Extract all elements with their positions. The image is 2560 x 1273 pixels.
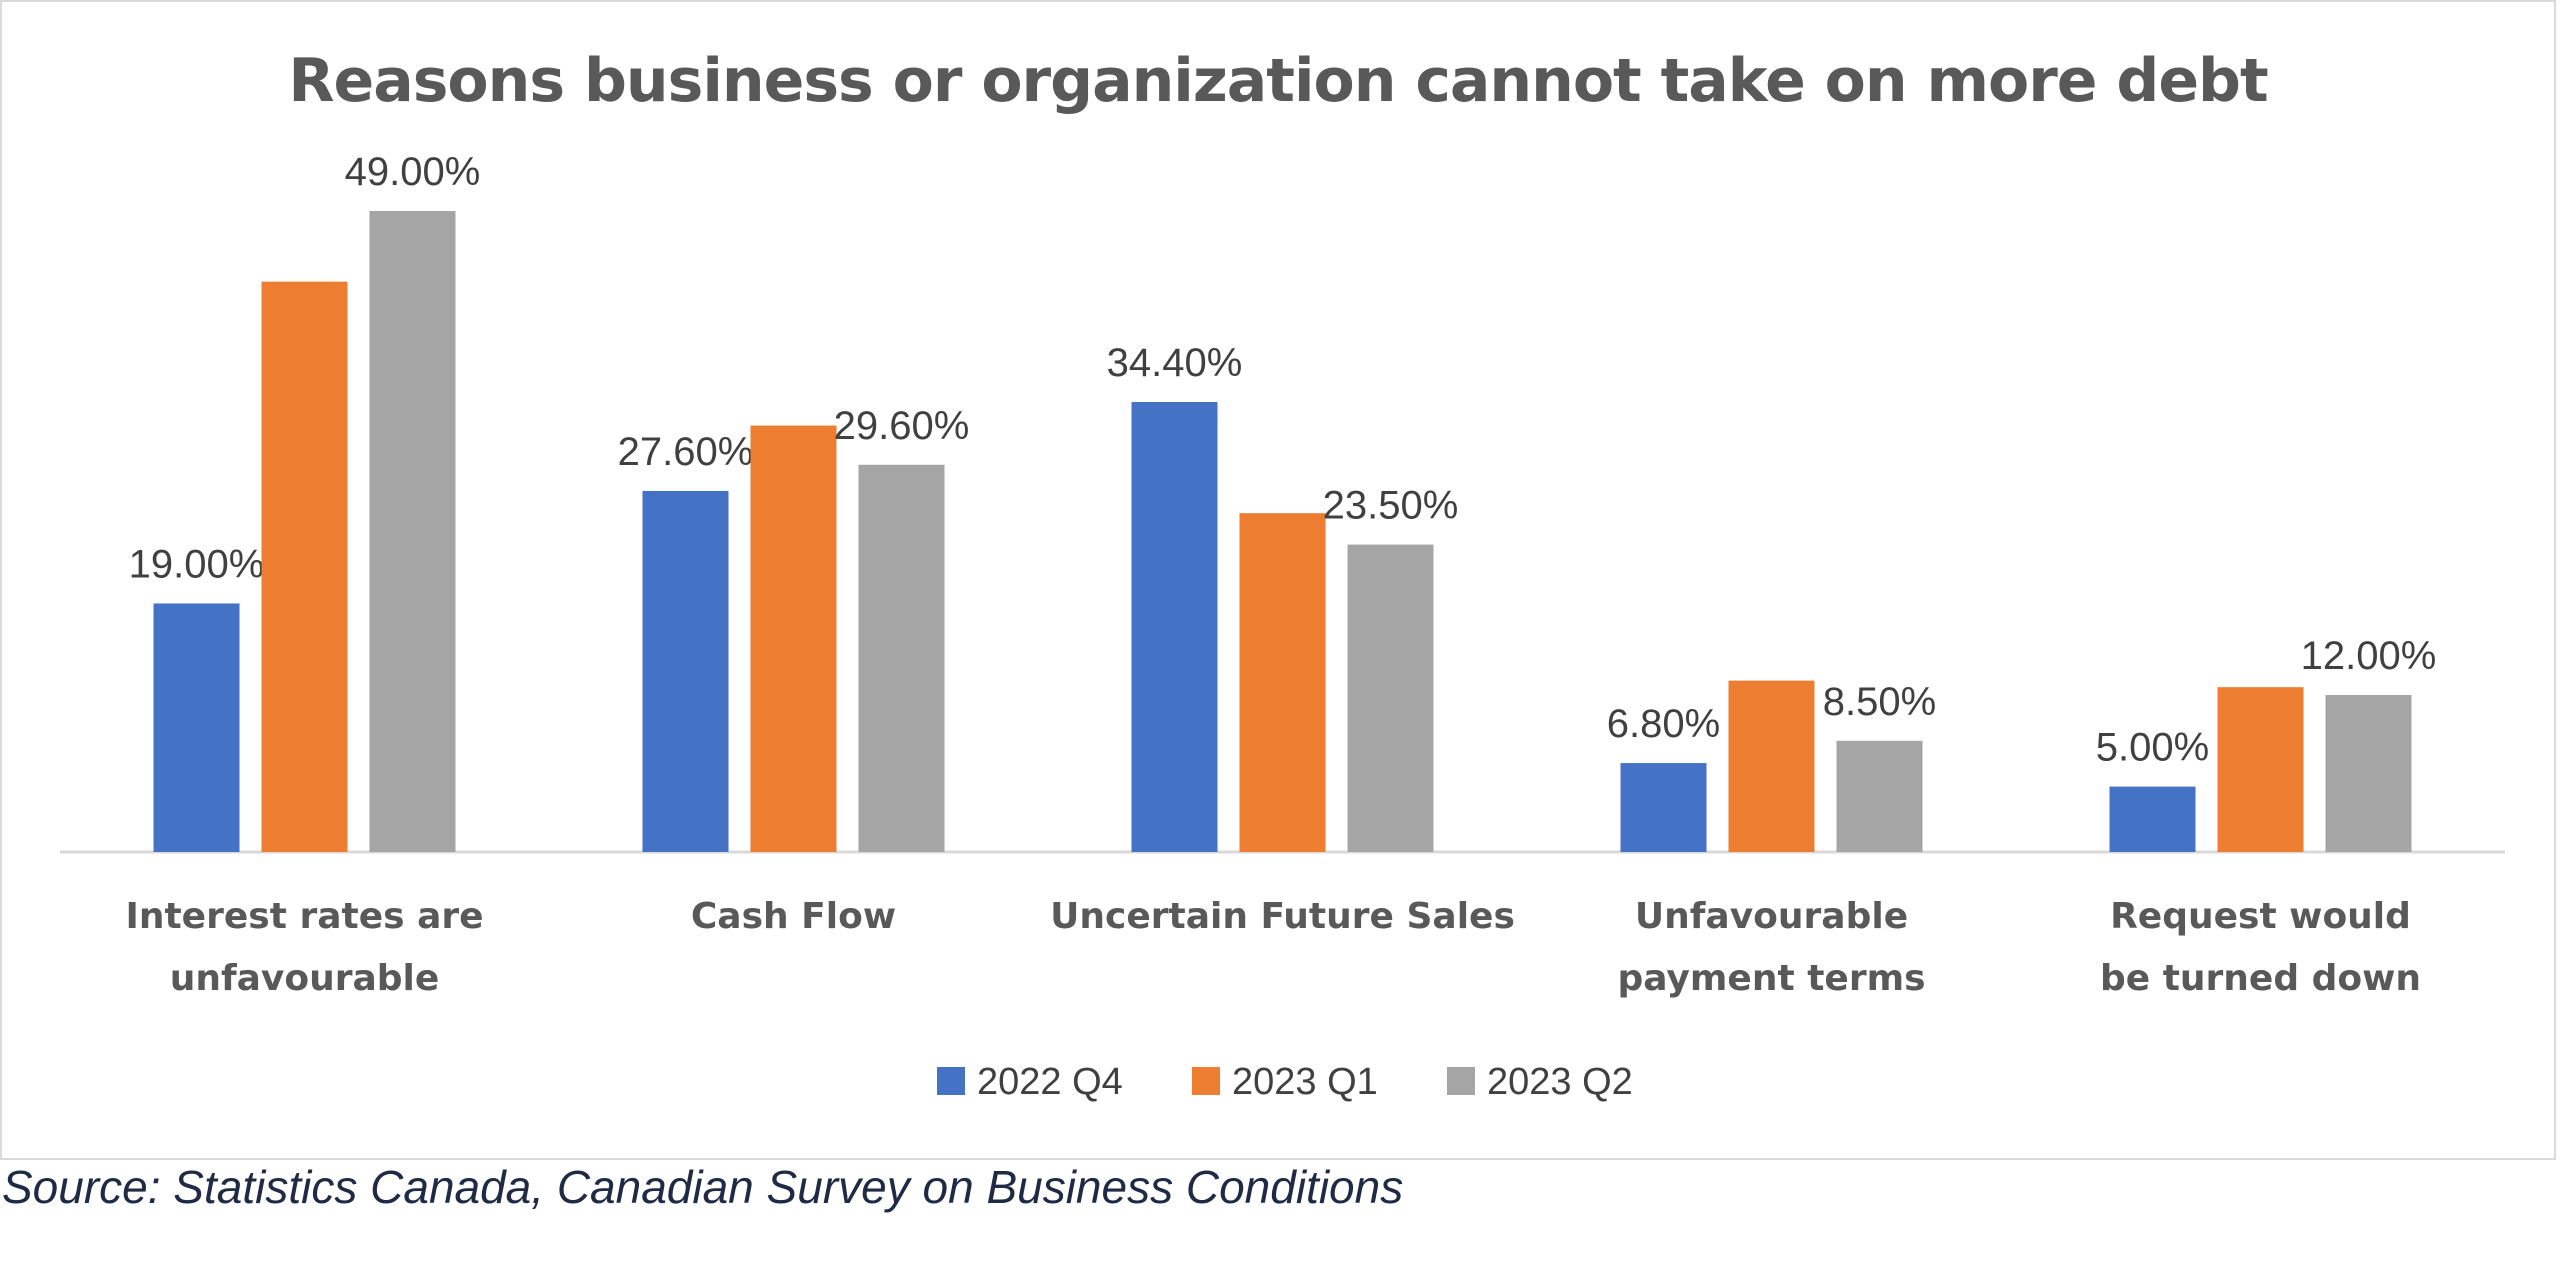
- data-label: 23.50%: [1323, 484, 1459, 528]
- data-label: 49.00%: [345, 150, 481, 194]
- legend-swatch: [1447, 1067, 1475, 1095]
- bar-chart: 19.00% 49.00% Interest rates are unfavourab…: [60, 150, 2505, 1103]
- category-label: Request would: [2110, 896, 2411, 937]
- data-label: 5.00%: [2096, 726, 2209, 770]
- bar: [642, 490, 729, 852]
- data-label: 19.00%: [129, 542, 265, 586]
- legend-swatch: [1192, 1067, 1220, 1095]
- category-label: Interest rates are: [125, 896, 483, 937]
- category-label: payment terms: [1617, 958, 1925, 999]
- legend-swatch: [937, 1067, 965, 1095]
- bar: [1728, 680, 1815, 852]
- data-label: 8.50%: [1823, 680, 1936, 724]
- data-label: 27.60%: [618, 430, 754, 474]
- bar: [858, 464, 945, 852]
- category-label: Unfavourable: [1635, 896, 1908, 937]
- bar: [750, 425, 837, 852]
- bar: [1131, 401, 1218, 852]
- legend-label: 2023 Q2: [1487, 1061, 1633, 1103]
- legend-label: 2023 Q1: [1232, 1061, 1378, 1103]
- bar: [1836, 740, 1923, 852]
- bar: [1239, 513, 1326, 852]
- bar: [369, 211, 456, 852]
- data-label: 34.40%: [1107, 341, 1243, 385]
- bar: [261, 281, 348, 852]
- category-label: Uncertain Future Sales: [1050, 896, 1515, 937]
- data-label: 6.80%: [1607, 702, 1720, 746]
- bar: [2325, 695, 2412, 852]
- data-label: 12.00%: [2301, 634, 2437, 678]
- category-label: be turned down: [2100, 958, 2421, 999]
- bar: [1620, 763, 1707, 852]
- bar: [153, 603, 240, 852]
- bar: [2217, 687, 2304, 852]
- data-label: 29.60%: [834, 404, 970, 448]
- legend-label: 2022 Q4: [977, 1061, 1123, 1103]
- source-note: Source: Statistics Canada, Canadian Surv…: [2, 1161, 1404, 1213]
- bar: [1347, 544, 1434, 852]
- bar: [2109, 786, 2196, 852]
- chart-title: Reasons business or organization cannot …: [288, 46, 2268, 116]
- category-label: unfavourable: [170, 958, 440, 999]
- category-label: Cash Flow: [691, 896, 896, 937]
